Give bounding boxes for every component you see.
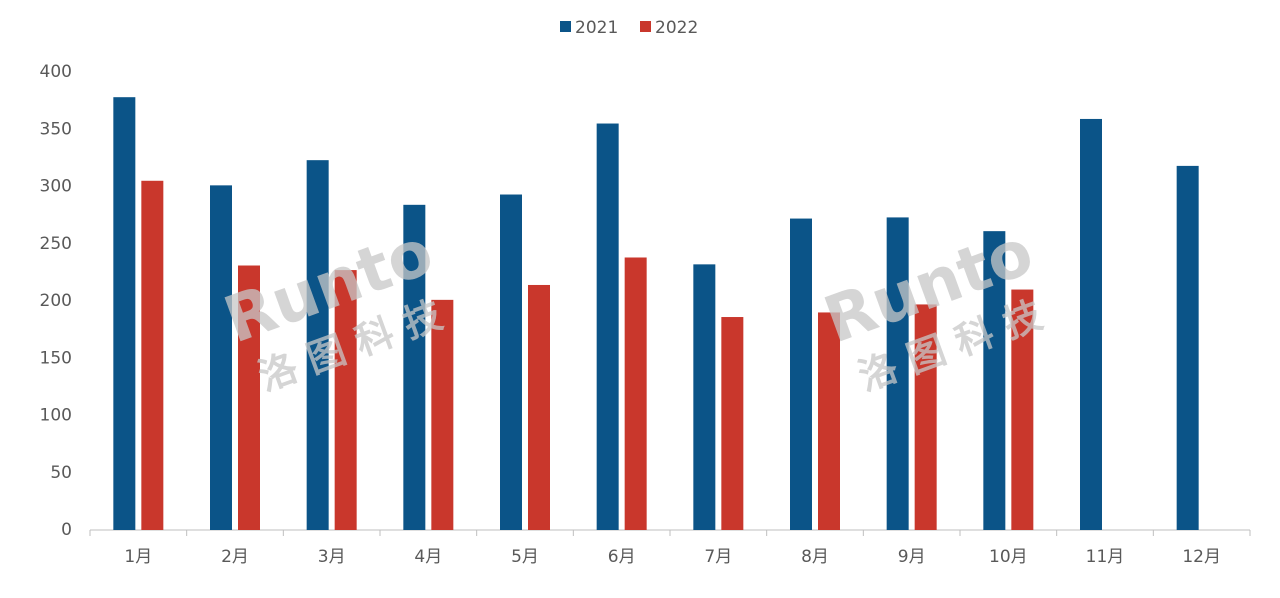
bar bbox=[790, 218, 812, 530]
bar bbox=[431, 299, 454, 530]
x-tick-label: 5月 bbox=[511, 547, 539, 567]
x-tick-label: 3月 bbox=[318, 547, 346, 567]
bar bbox=[914, 304, 937, 530]
x-tick-label: 9月 bbox=[898, 547, 926, 567]
x-tick-label: 7月 bbox=[704, 547, 732, 567]
bar bbox=[886, 217, 909, 531]
bar bbox=[818, 312, 840, 530]
legend-swatch bbox=[560, 21, 571, 32]
bar bbox=[528, 284, 550, 530]
bar bbox=[624, 257, 647, 530]
bar bbox=[693, 264, 716, 530]
y-tick-label: 150 bbox=[40, 348, 72, 368]
x-tick-label: 2月 bbox=[221, 547, 249, 567]
bar bbox=[113, 97, 136, 530]
bar bbox=[403, 204, 426, 530]
legend-label: 2022 bbox=[655, 18, 698, 38]
bar bbox=[721, 317, 744, 530]
bar bbox=[596, 123, 619, 531]
y-tick-label: 350 bbox=[40, 119, 72, 139]
bar bbox=[1080, 118, 1102, 530]
bar bbox=[1011, 289, 1034, 530]
y-tick-label: 400 bbox=[40, 62, 72, 82]
legend-label: 2021 bbox=[575, 18, 618, 38]
bar bbox=[334, 270, 357, 530]
y-tick-label: 300 bbox=[40, 177, 72, 197]
x-tick-label: 11月 bbox=[1086, 547, 1125, 567]
y-tick-label: 0 bbox=[61, 520, 72, 540]
x-tick-label: 12月 bbox=[1182, 547, 1221, 567]
x-tick-label: 6月 bbox=[608, 547, 636, 567]
bar bbox=[1176, 165, 1199, 530]
x-tick-label: 4月 bbox=[414, 547, 442, 567]
y-tick-label: 200 bbox=[40, 291, 72, 311]
y-tick-label: 100 bbox=[40, 406, 72, 426]
y-tick-label: 50 bbox=[50, 463, 72, 483]
bar bbox=[983, 231, 1006, 530]
x-tick-label: 1月 bbox=[124, 547, 152, 567]
bar bbox=[238, 265, 260, 530]
x-tick-label: 10月 bbox=[989, 547, 1028, 567]
legend-swatch bbox=[640, 21, 651, 32]
bar bbox=[500, 194, 522, 530]
bar bbox=[141, 180, 164, 530]
bar bbox=[306, 160, 329, 531]
x-tick-label: 8月 bbox=[801, 547, 829, 567]
y-tick-label: 250 bbox=[40, 234, 72, 254]
bar bbox=[210, 185, 232, 531]
